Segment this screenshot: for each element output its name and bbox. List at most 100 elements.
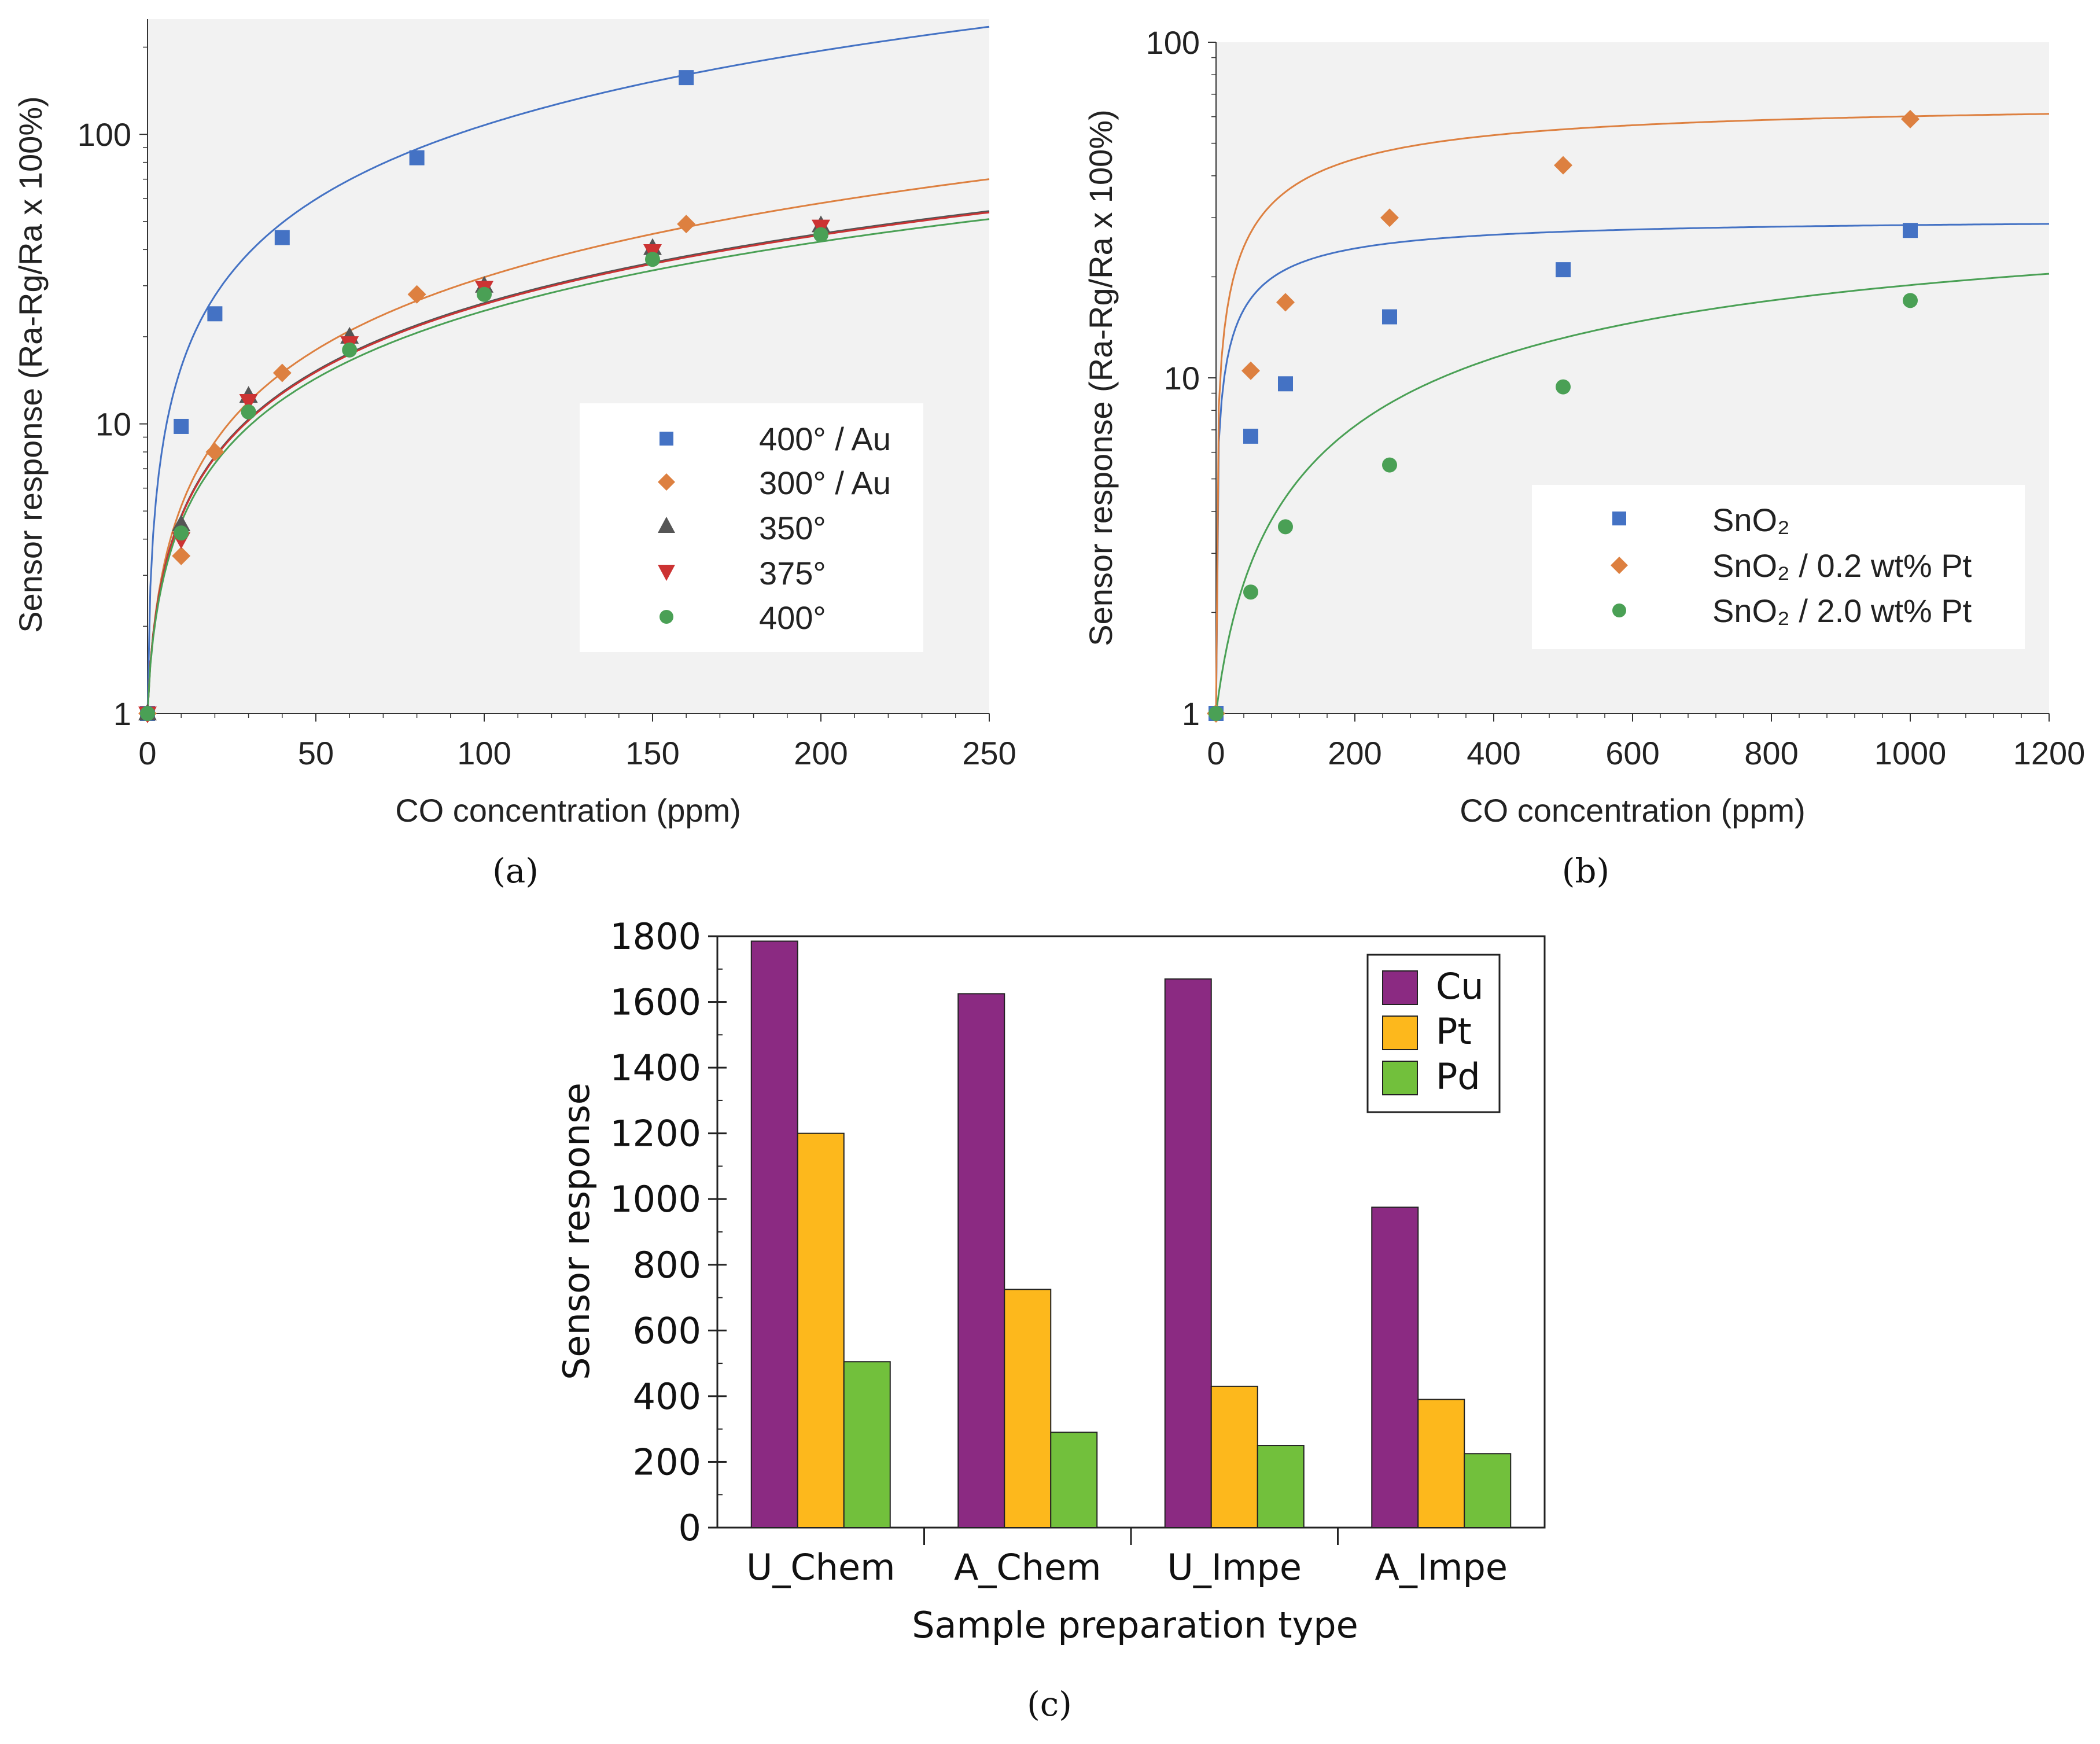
bar-pt <box>797 1132 845 1528</box>
data-point-circle <box>1243 584 1258 600</box>
data-point-circle <box>174 525 189 541</box>
chart-b-legend: SnO₂ SnO₂ / 0.2 wt% Pt SnO₂ / 2.0 wt% Pt <box>1532 485 2025 649</box>
chart-a-y-axis-label: Sensor response (Ra-Rg/Ra x 100%) <box>12 96 49 633</box>
x-tick-label: 600 <box>1605 735 1659 771</box>
x-tick-label: 0 <box>1207 735 1225 771</box>
chart-c: 0 200 400 600 800 1000 1200 1400 1600 1800 U_Chem A… <box>555 915 1546 1724</box>
x-tick-label: 400 <box>1467 735 1520 771</box>
data-point-circle <box>1382 457 1397 473</box>
data-point-circle <box>1903 293 1918 308</box>
data-point-diamond <box>1241 361 1260 380</box>
data-point-diamond <box>1901 109 1920 128</box>
legend-label-pd: Pd <box>1436 1055 1480 1098</box>
chart-a-fit-curves <box>146 25 990 714</box>
chart-b-data-points <box>1207 109 1920 723</box>
data-point-diamond <box>677 215 696 234</box>
data-point-diamond <box>1380 208 1399 227</box>
x-tick-label: U_Impe <box>1167 1546 1302 1588</box>
x-tick-label: A_Chem <box>954 1546 1101 1588</box>
data-point-circle <box>645 252 660 267</box>
y-tick-label: 100 <box>78 116 131 153</box>
data-point-square <box>1556 262 1571 278</box>
chart-a-legend-box <box>580 403 923 652</box>
legend-marker-diamond <box>1611 557 1628 574</box>
bar-pd <box>1050 1432 1098 1529</box>
data-point-square <box>1903 223 1918 238</box>
data-point-square <box>207 306 223 322</box>
y-tick-label: 600 <box>633 1309 701 1352</box>
legend-label-sno2: SnO₂ <box>1712 502 1790 538</box>
data-point-diamond <box>272 363 292 382</box>
fit-curve-circle <box>1215 273 2050 714</box>
fit-curve-triangle-up <box>146 210 990 714</box>
fit-curve-circle <box>146 218 990 714</box>
x-tick-label: 1200 <box>2013 735 2086 771</box>
chart-a-x-axis-label: CO concentration (ppm) <box>395 792 741 829</box>
bar-pd <box>1257 1445 1305 1529</box>
chart-b-x-axis-label: CO concentration (ppm) <box>1460 792 1806 829</box>
y-tick-label: 1400 <box>610 1047 701 1089</box>
chart-a-legend: 400° / Au 300° / Au 350° 375° 400° <box>580 403 923 652</box>
fit-curve-square <box>146 25 990 714</box>
data-point-circle <box>477 286 492 302</box>
bar-cu <box>750 940 798 1529</box>
x-tick-label: 200 <box>1328 735 1381 771</box>
x-tick-label: 100 <box>457 735 511 771</box>
y-tick-label: 1 <box>113 696 131 732</box>
y-tick-label: 10 <box>1164 360 1200 396</box>
x-tick-label: 50 <box>298 735 334 771</box>
chart-c-bars <box>750 940 1512 1529</box>
legend-label-400-au: 400° / Au <box>759 421 891 457</box>
chart-a-data-points <box>138 70 830 723</box>
y-tick-label: 100 <box>1146 24 1200 61</box>
bar-pt <box>1004 1289 1052 1528</box>
data-point-diamond <box>407 285 426 304</box>
data-point-square <box>174 418 189 434</box>
x-tick-label: 0 <box>138 735 156 771</box>
legend-swatch-pd <box>1382 1061 1418 1095</box>
x-tick-label: 800 <box>1744 735 1798 771</box>
chart-a-axes: 0 50 100 150 200 250 1 10 100 <box>78 19 1016 771</box>
legend-swatch-cu <box>1382 970 1418 1005</box>
chart-c-x-axis-label: Sample preparation type <box>912 1604 1358 1646</box>
x-tick-label: U_Chem <box>746 1546 896 1588</box>
y-tick-label: 0 <box>679 1507 701 1549</box>
legend-label-375: 375° <box>759 555 826 591</box>
y-tick-label: 400 <box>633 1375 701 1418</box>
legend-label-sno2-20pt: SnO₂ / 2.0 wt% Pt <box>1712 593 1972 629</box>
bar-pd <box>843 1361 891 1528</box>
data-point-circle <box>140 706 155 721</box>
chart-b-y-axis-label: Sensor response (Ra-Rg/Ra x 100%) <box>1082 109 1119 646</box>
chart-c-y-axis-label: Sensor response <box>555 1083 598 1380</box>
bar-cu <box>1164 978 1212 1529</box>
data-point-square <box>1382 309 1397 325</box>
data-point-square <box>679 70 694 86</box>
y-tick-label: 1 <box>1182 696 1200 732</box>
legend-label-350: 350° <box>759 510 826 546</box>
data-point-square <box>1278 376 1293 392</box>
data-point-square <box>274 230 290 245</box>
data-point-circle <box>342 342 358 358</box>
panel-label-c: (c) <box>1027 1684 1072 1724</box>
legend-marker-circle <box>1612 604 1626 617</box>
x-tick-label: 1000 <box>1874 735 1947 771</box>
legend-marker-square <box>660 432 673 446</box>
y-tick-label: 1200 <box>610 1113 701 1155</box>
panel-label-a: (a) <box>492 851 539 891</box>
legend-marker-square <box>1612 512 1626 525</box>
chart-b: 0 200 400 600 800 1000 1200 1 10 100 CO concentra… <box>1082 24 2085 891</box>
x-tick-label: 250 <box>962 735 1016 771</box>
data-point-circle <box>1209 706 1224 721</box>
data-point-circle <box>1556 379 1571 395</box>
legend-label-sno2-02pt: SnO₂ / 0.2 wt% Pt <box>1712 547 1972 584</box>
y-tick-label: 800 <box>633 1244 701 1286</box>
y-tick-label: 1000 <box>610 1178 701 1220</box>
legend-marker-triangle-down <box>658 565 675 581</box>
chart-c-legend: Cu Pt Pd <box>1366 954 1501 1113</box>
bar-cu <box>1371 1206 1419 1529</box>
bar-cu <box>957 993 1005 1528</box>
data-point-square <box>409 150 425 165</box>
x-tick-label: 200 <box>794 735 848 771</box>
bar-pd <box>1464 1453 1512 1528</box>
